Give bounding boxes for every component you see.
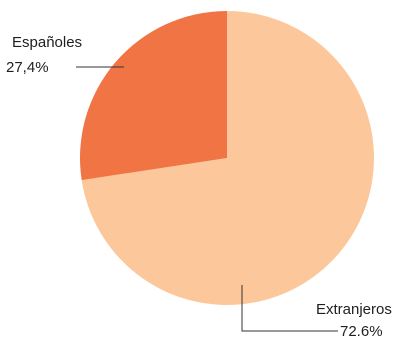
slices-layer [80, 11, 375, 305]
label-extranjeros-name: Extranjeros [316, 301, 392, 318]
labels-layer: Españoles 27,4% Extranjeros 72.6% [6, 34, 392, 340]
label-extranjeros-value: 72.6% [340, 323, 383, 340]
label-espanoles-value: 27,4% [6, 59, 49, 76]
slice-espanoles [80, 11, 227, 181]
label-espanoles-name: Españoles [12, 34, 82, 51]
slice-extranjeros [81, 11, 375, 305]
leader-line-extranjeros [241, 285, 338, 332]
